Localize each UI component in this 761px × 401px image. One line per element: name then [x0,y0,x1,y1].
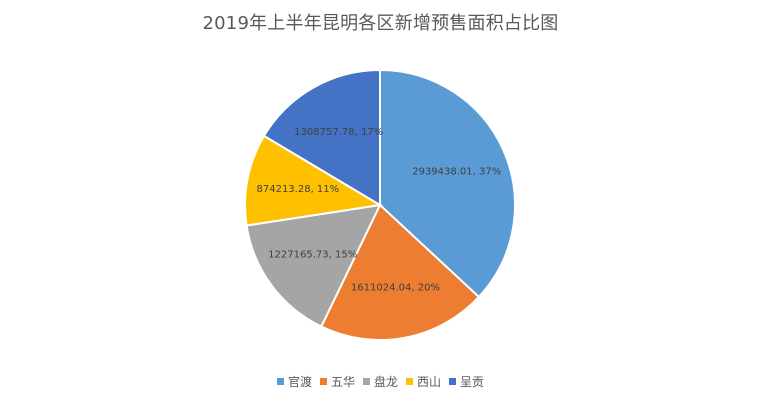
legend-label: 西山 [417,375,442,389]
legend-label: 五华 [330,375,355,389]
legend-swatch [319,378,327,385]
legend-label: 官渡 [287,375,312,389]
legend-swatch [449,378,457,385]
pie-slices [244,68,516,341]
data-label: 2939438.01, 37% [412,167,501,178]
legend-item-chenggong: 呈贡 [449,373,484,390]
legend-swatch [362,378,370,385]
legend-item-xishan: 西山 [406,373,441,390]
legend-item-guandu: 官渡 [276,373,312,390]
legend-swatch [406,378,413,385]
data-label: 1611024.04, 20% [351,282,440,293]
data-label: 1308757.78, 17% [294,127,383,138]
legend-item-wuhua: 五华 [319,373,355,390]
slice-panlong [245,203,382,328]
slice-chenggong [262,68,381,207]
slice-wuhua [319,203,481,341]
legend-swatch [276,378,284,385]
legend-item-panlong: 盘龙 [362,373,398,390]
pie-data-labels: 2939438.01, 37% 1611024.04, 20% 1227165.73… [257,127,502,293]
legend: 官渡 五华 盘龙 西山 呈贡 [0,373,761,390]
data-label: 874213.28, 11% [257,184,340,195]
slice-xishan [244,134,383,227]
legend-label: 呈贡 [460,375,485,389]
chart-title: 2019年上半年昆明各区新增预售面积占比图 [202,13,559,34]
legend-label: 盘龙 [373,375,398,389]
data-label: 1227165.73, 15% [268,250,357,261]
slice-guandu [379,68,516,299]
